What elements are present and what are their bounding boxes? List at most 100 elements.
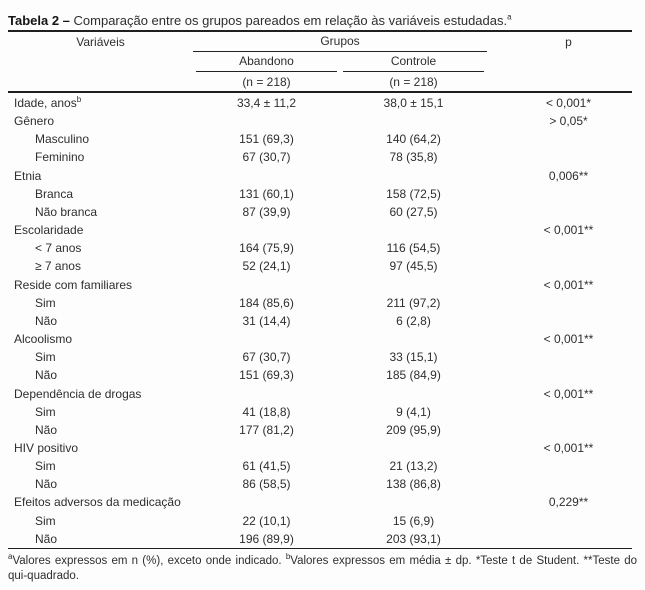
cell-variable: Não — [35, 313, 58, 328]
cell-controle: 138 (86,8) — [386, 477, 441, 492]
cell-p — [505, 366, 632, 384]
cell-gap — [487, 203, 505, 221]
cell-gap — [487, 130, 505, 148]
title-rule — [8, 30, 632, 32]
cell-controle: 15 (6,9) — [392, 513, 435, 528]
cell-gap — [487, 512, 505, 530]
cell-gap — [487, 348, 505, 366]
cell-variable: Escolaridade — [14, 223, 84, 238]
cell-controle: 185 (84,9) — [386, 368, 441, 383]
cell-p — [505, 294, 632, 312]
table-title-superscript: a — [507, 12, 512, 22]
cell-variable: Sim — [35, 350, 56, 365]
cell-variable: Não — [35, 368, 58, 383]
cell-gap — [487, 530, 505, 548]
cell-variable: Etnia — [14, 168, 42, 183]
cell-p: < 0,001** — [543, 386, 594, 401]
cell-abandono — [193, 112, 340, 130]
footnote-superscript: a — [8, 552, 13, 562]
table-row: HIV positivo < 0,001** — [8, 439, 632, 457]
table-row: Etnia 0,006** — [8, 167, 632, 185]
cell-p — [505, 530, 632, 548]
cell-p — [505, 403, 632, 421]
table-row: Sim 67 (30,7) 33 (15,1) — [8, 348, 632, 366]
header-row-n: (n = 218) (n = 218) — [8, 72, 632, 91]
cell-controle: 203 (93,1) — [386, 531, 441, 546]
table-row: Gênero > 0,05* — [8, 112, 632, 130]
table-row: Sim 184 (85,6) 211 (97,2) — [8, 294, 632, 312]
variable-superscript: b — [76, 95, 82, 104]
cell-abandono — [193, 276, 340, 294]
cell-gap — [487, 403, 505, 421]
cell-variable: Reside com familiares — [14, 277, 133, 292]
cell-p — [505, 457, 632, 475]
table-row: Efeitos adversos da medicação 0,229** — [8, 493, 632, 511]
cell-controle — [340, 276, 487, 294]
cell-gap — [487, 385, 505, 403]
header-n-abandono: (n = 218) — [242, 75, 291, 89]
footer-rule — [8, 547, 632, 549]
cell-gap — [487, 439, 505, 457]
cell-p: < 0,001** — [543, 277, 594, 292]
table-row: Masculino 151 (69,3) 140 (64,2) — [8, 130, 632, 148]
cell-abandono — [193, 221, 340, 239]
cell-gap — [487, 421, 505, 439]
cell-controle: 211 (97,2) — [386, 295, 441, 310]
cell-gap — [487, 475, 505, 493]
cell-abandono: 184 (85,6) — [239, 295, 294, 310]
cell-abandono: 196 (89,9) — [239, 531, 294, 546]
cell-controle: 78 (35,8) — [389, 150, 438, 165]
cell-p — [505, 203, 632, 221]
footnote-superscript: b — [285, 552, 291, 562]
cell-controle: 9 (4,1) — [396, 404, 431, 419]
cell-abandono: 67 (30,7) — [242, 350, 291, 365]
header-group-controle: Controle — [343, 52, 484, 72]
cell-p: 0,229** — [548, 495, 589, 510]
cell-controle: 33 (15,1) — [389, 350, 438, 365]
cell-abandono — [193, 330, 340, 348]
cell-abandono: 61 (41,5) — [242, 459, 291, 474]
cell-abandono: 164 (75,9) — [239, 241, 294, 256]
cell-p — [505, 421, 632, 439]
table-row: Sim 61 (41,5) 21 (13,2) — [8, 457, 632, 475]
cell-variable: Dependência de drogas — [14, 386, 142, 401]
cell-abandono — [193, 493, 340, 511]
cell-abandono: 87 (39,9) — [242, 204, 291, 219]
cell-abandono — [193, 385, 340, 403]
table-row: Não 31 (14,4) 6 (2,8) — [8, 312, 632, 330]
cell-gap — [487, 276, 505, 294]
cell-variable: Não — [35, 531, 58, 546]
cell-p — [505, 475, 632, 493]
header-group-abandono: Abandono — [196, 52, 337, 72]
cell-variable: Efeitos adversos da medicação — [14, 495, 181, 510]
cell-controle: 38,0 ± 15,1 — [383, 96, 444, 110]
cell-p — [505, 239, 632, 257]
table-row: Idade, anosb 33,4 ± 11,2 38,0 ± 15,1 < 0,00… — [8, 94, 632, 112]
cell-abandono: 177 (81,2) — [239, 422, 294, 437]
header-p: p — [565, 35, 572, 49]
table-number: Tabela 2 – — [8, 13, 70, 28]
cell-gap — [487, 185, 505, 203]
table-row: Não 151 (69,3) 185 (84,9) — [8, 366, 632, 384]
cell-variable: Sim — [35, 404, 56, 419]
cell-p — [505, 512, 632, 530]
cell-abandono: 41 (18,8) — [242, 404, 291, 419]
cell-controle: 97 (45,5) — [389, 259, 438, 274]
cell-abandono — [193, 167, 340, 185]
header-spacer — [505, 52, 632, 72]
cell-p — [505, 312, 632, 330]
cell-gap — [487, 330, 505, 348]
cell-gap — [487, 221, 505, 239]
header-groups-spanner: Grupos — [193, 32, 487, 52]
cell-controle: 60 (27,5) — [389, 204, 438, 219]
cell-controle: 21 (13,2) — [389, 459, 438, 474]
cell-variable: Gênero — [14, 114, 55, 129]
header-n-controle: (n = 218) — [389, 75, 438, 89]
table-row: Feminino 67 (30,7) 78 (35,8) — [8, 148, 632, 166]
cell-variable: Não — [35, 477, 58, 492]
cell-abandono: 151 (69,3) — [239, 132, 294, 147]
header-gap — [487, 32, 505, 52]
cell-controle — [340, 112, 487, 130]
table-row: Sim 41 (18,8) 9 (4,1) — [8, 403, 632, 421]
header-spacer — [8, 52, 193, 72]
